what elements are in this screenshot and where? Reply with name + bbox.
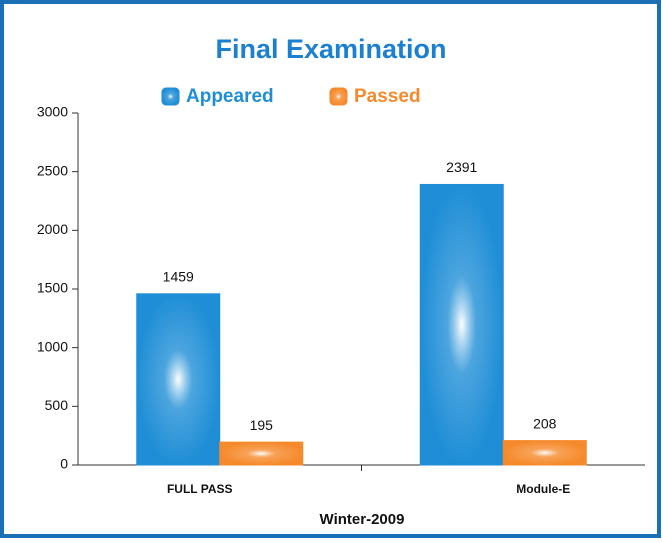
data-label: 195	[250, 417, 274, 433]
legend-label: Appeared	[186, 86, 274, 107]
y-tick-label: 500	[45, 397, 69, 413]
y-tick-label: 0	[60, 456, 68, 472]
bar	[219, 441, 304, 466]
y-tick-label: 2000	[37, 221, 68, 237]
bar	[502, 440, 587, 466]
bar	[136, 293, 221, 466]
legend-swatch	[161, 87, 180, 106]
bar	[419, 183, 504, 466]
data-label: 1459	[163, 269, 194, 285]
x-tick-label: FULL PASS	[167, 482, 233, 496]
x-axis-label: Winter-2009	[320, 511, 405, 528]
y-tick-label: 1000	[37, 338, 68, 354]
y-tick-label: 1500	[37, 280, 68, 296]
y-tick-label: 3000	[37, 104, 68, 120]
legend-label: Passed	[354, 86, 421, 107]
chart-title: Final Examination	[215, 34, 446, 64]
data-label: 208	[533, 415, 557, 431]
x-tick-label: Module-E	[516, 482, 570, 496]
y-tick-label: 2500	[37, 162, 68, 178]
data-label: 2391	[446, 159, 477, 175]
legend-swatch	[329, 87, 348, 106]
